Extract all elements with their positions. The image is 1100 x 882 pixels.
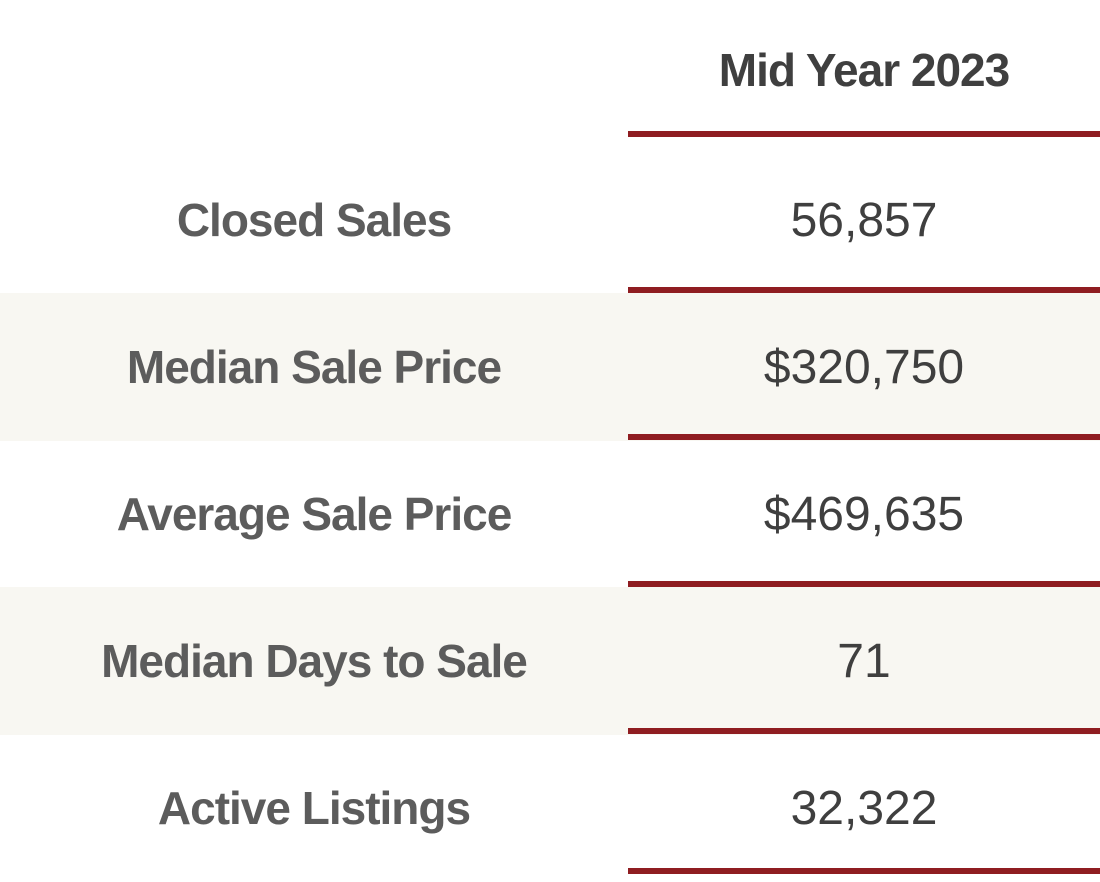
column-header: Mid Year 2023: [628, 0, 1100, 133]
row-rule-2: [628, 434, 1100, 440]
row-label-median-days-to-sale: Median Days to Sale: [101, 635, 528, 687]
row-value-median-days-to-sale: 71: [837, 634, 891, 688]
row-rule-3: [628, 581, 1100, 587]
row-value-average-sale-price: $469,635: [763, 487, 965, 541]
header-rule: [628, 131, 1100, 137]
row-label-closed-sales: Closed Sales: [176, 194, 452, 246]
row-label-average-sale-price: Average Sale Price: [116, 488, 513, 540]
table-row-median-days-to-sale: Median Days to Sale 71: [0, 587, 1100, 735]
row-value-active-listings: 32,322: [790, 781, 938, 835]
table-row-median-sale-price: Median Sale Price $320,750: [0, 293, 1100, 441]
row-label-median-sale-price: Median Sale Price: [126, 341, 502, 393]
table-row-average-sale-price: Average Sale Price $469,635: [0, 440, 1100, 588]
table-row-active-listings: Active Listings 32,322: [0, 734, 1100, 882]
row-value-closed-sales: 56,857: [790, 193, 938, 247]
row-rule-5: [628, 868, 1100, 874]
row-label-active-listings: Active Listings: [157, 782, 471, 834]
row-rule-1: [628, 287, 1100, 293]
row-value-median-sale-price: $320,750: [763, 340, 965, 394]
table-row-closed-sales: Closed Sales 56,857: [0, 146, 1100, 294]
row-rule-4: [628, 728, 1100, 734]
column-header-label: Mid Year 2023: [718, 43, 1010, 96]
